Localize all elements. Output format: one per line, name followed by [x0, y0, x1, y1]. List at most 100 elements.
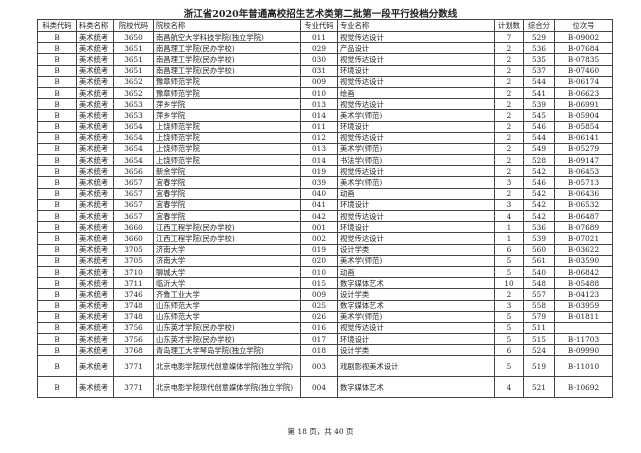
table-row: B 美术统考 3660 江西工程学院(民办学校) 002 视觉传达设计 1 539 B-0702…	[37, 232, 613, 245]
table-row: B 美术统考 3771 北京电影学院现代创意媒体学院(独立学院) 003 戏剧影视美术设计…	[37, 355, 613, 378]
cell-school-name: 青岛理工大学琴岛学院(独立学院)	[153, 344, 301, 357]
cell-major-name: 视觉传达设计	[337, 165, 495, 178]
cell-major-code: 042	[300, 209, 338, 223]
table-row: B 美术统考 3748 山东师范大学 025 数字媒体艺术 3 558 B-03959	[37, 299, 613, 312]
cell-total-score: 524	[523, 344, 555, 357]
cell-total-score: 561	[523, 254, 555, 267]
cell-school-code: 3756	[113, 321, 154, 335]
cell-plan-count: 6	[494, 243, 524, 256]
cell-major-name: 美术学(师范)	[337, 109, 495, 122]
cell-major-name: 数字媒体艺术	[337, 376, 495, 399]
cell-major-name: 环境设计	[337, 64, 495, 77]
cell-school-code: 3657	[113, 176, 154, 189]
cell-major-name: 环境设计	[337, 221, 495, 234]
table-row: B 美术统考 3657 宜春学院 040 动画 2 542 B-06436	[37, 187, 613, 200]
cell-rank: B-07460	[554, 64, 613, 77]
cell-school-name: 临沂大学	[153, 277, 301, 290]
cell-category-name: 美术统考	[76, 288, 114, 301]
cell-school-name: 齐鲁工业大学	[153, 288, 301, 301]
cell-total-score: 544	[523, 75, 555, 88]
cell-category-code: B	[37, 299, 77, 312]
cell-plan-count: 5	[494, 265, 524, 279]
table-row: B 美术统考 3651 南昌理工学院(民办学校) 029 产品设计 2 536 B-07684	[37, 42, 613, 55]
table-header: 科类代码 科类名称 院校代码 院校名称 专业代码 专业名称 计划数 综合分 位次号	[37, 19, 613, 32]
cell-plan-count: 2	[494, 75, 524, 88]
cell-school-name: 江西工程学院(民办学校)	[153, 232, 301, 245]
cell-major-code: 001	[300, 221, 338, 234]
cell-school-name: 江西工程学院(民办学校)	[153, 221, 301, 234]
cell-major-code: 009	[300, 75, 338, 88]
cell-plan-count: 1	[494, 221, 524, 234]
cell-school-name: 南昌理工学院(民办学校)	[153, 53, 301, 66]
cell-major-code: 011	[300, 30, 338, 44]
cell-school-code: 3768	[113, 344, 154, 357]
cell-total-score: 511	[523, 321, 555, 335]
cell-school-code: 3705	[113, 243, 154, 256]
cell-major-name: 美术学(师范)	[337, 176, 495, 189]
cell-category-code: B	[37, 75, 77, 88]
cell-rank: B-06623	[554, 86, 613, 100]
cell-category-name: 美术统考	[76, 344, 114, 357]
header-total-score: 综合分	[523, 19, 555, 32]
header-major-code: 专业代码	[300, 19, 338, 32]
cell-category-name: 美术统考	[76, 376, 114, 399]
cell-total-score: 548	[523, 277, 555, 290]
cell-category-code: B	[37, 165, 77, 178]
cell-category-code: B	[37, 86, 77, 100]
cell-school-name: 聊城大学	[153, 265, 301, 279]
cell-category-code: B	[37, 154, 77, 167]
cell-category-name: 美术统考	[76, 198, 114, 212]
cell-category-name: 美术统考	[76, 75, 114, 88]
cell-plan-count: 5	[494, 355, 524, 378]
cell-rank: B-06453	[554, 165, 613, 178]
cell-plan-count: 2	[494, 142, 524, 156]
cell-major-code: 018	[300, 344, 338, 357]
cell-category-name: 美术统考	[76, 64, 114, 77]
cell-school-code: 3651	[113, 53, 154, 66]
cell-major-name: 数字媒体艺术	[337, 299, 495, 312]
cell-plan-count: 2	[494, 154, 524, 167]
cell-category-code: B	[37, 376, 77, 399]
cell-major-code: 003	[300, 355, 338, 378]
cell-school-name: 济南大学	[153, 243, 301, 256]
cell-major-code: 016	[300, 321, 338, 335]
cell-major-code: 011	[300, 120, 338, 133]
cell-school-name: 上饶师范学院	[153, 154, 301, 167]
cell-major-code: 041	[300, 198, 338, 212]
cell-rank: B-07835	[554, 53, 613, 66]
table-row: B 美术统考 3651 南昌理工学院(民办学校) 030 视觉传达设计 2 535 B-0783…	[37, 53, 613, 66]
cell-category-name: 美术统考	[76, 243, 114, 256]
cell-school-code: 3748	[113, 299, 154, 312]
cell-category-name: 美术统考	[76, 355, 114, 378]
cell-school-name: 宜春学院	[153, 176, 301, 189]
cell-rank: B-04123	[554, 288, 613, 301]
header-category-name: 科类名称	[76, 19, 114, 32]
cell-category-name: 美术统考	[76, 154, 114, 167]
cell-plan-count: 5	[494, 254, 524, 267]
cell-category-code: B	[37, 209, 77, 223]
cell-major-code: 030	[300, 53, 338, 66]
table-row: B 美术统考 3654 上饶师范学院 013 美术学(师范) 2 549 B-05279	[37, 142, 613, 156]
cell-major-name: 视觉传达设计	[337, 53, 495, 66]
cell-total-score: 529	[523, 30, 555, 44]
cell-rank: B-05904	[554, 109, 613, 122]
cell-school-code: 3651	[113, 42, 154, 55]
header-rank: 位次号	[554, 19, 613, 32]
table-row: B 美术统考 3654 上饶师范学院 012 视觉传达设计 2 544 B-06141	[37, 131, 613, 144]
cell-rank: B-06141	[554, 131, 613, 144]
cell-plan-count: 7	[494, 30, 524, 44]
cell-major-code: 013	[300, 98, 338, 111]
cell-plan-count: 6	[494, 344, 524, 357]
cell-rank: B-09990	[554, 344, 613, 357]
cell-major-code: 015	[300, 277, 338, 290]
cell-school-code: 3710	[113, 265, 154, 279]
cell-plan-count: 4	[494, 376, 524, 399]
cell-major-name: 美术学(师范)	[337, 310, 495, 323]
cell-major-name: 戏剧影视美术设计	[337, 355, 495, 378]
header-school-code: 院校代码	[113, 19, 154, 32]
cell-school-code: 3705	[113, 254, 154, 267]
cell-plan-count: 2	[494, 86, 524, 100]
cell-plan-count: 10	[494, 277, 524, 290]
table-row: B 美术统考 3756 山东英才学院(民办学校) 016 视觉传达设计 5 511	[37, 321, 613, 335]
cell-total-score: 546	[523, 120, 555, 133]
